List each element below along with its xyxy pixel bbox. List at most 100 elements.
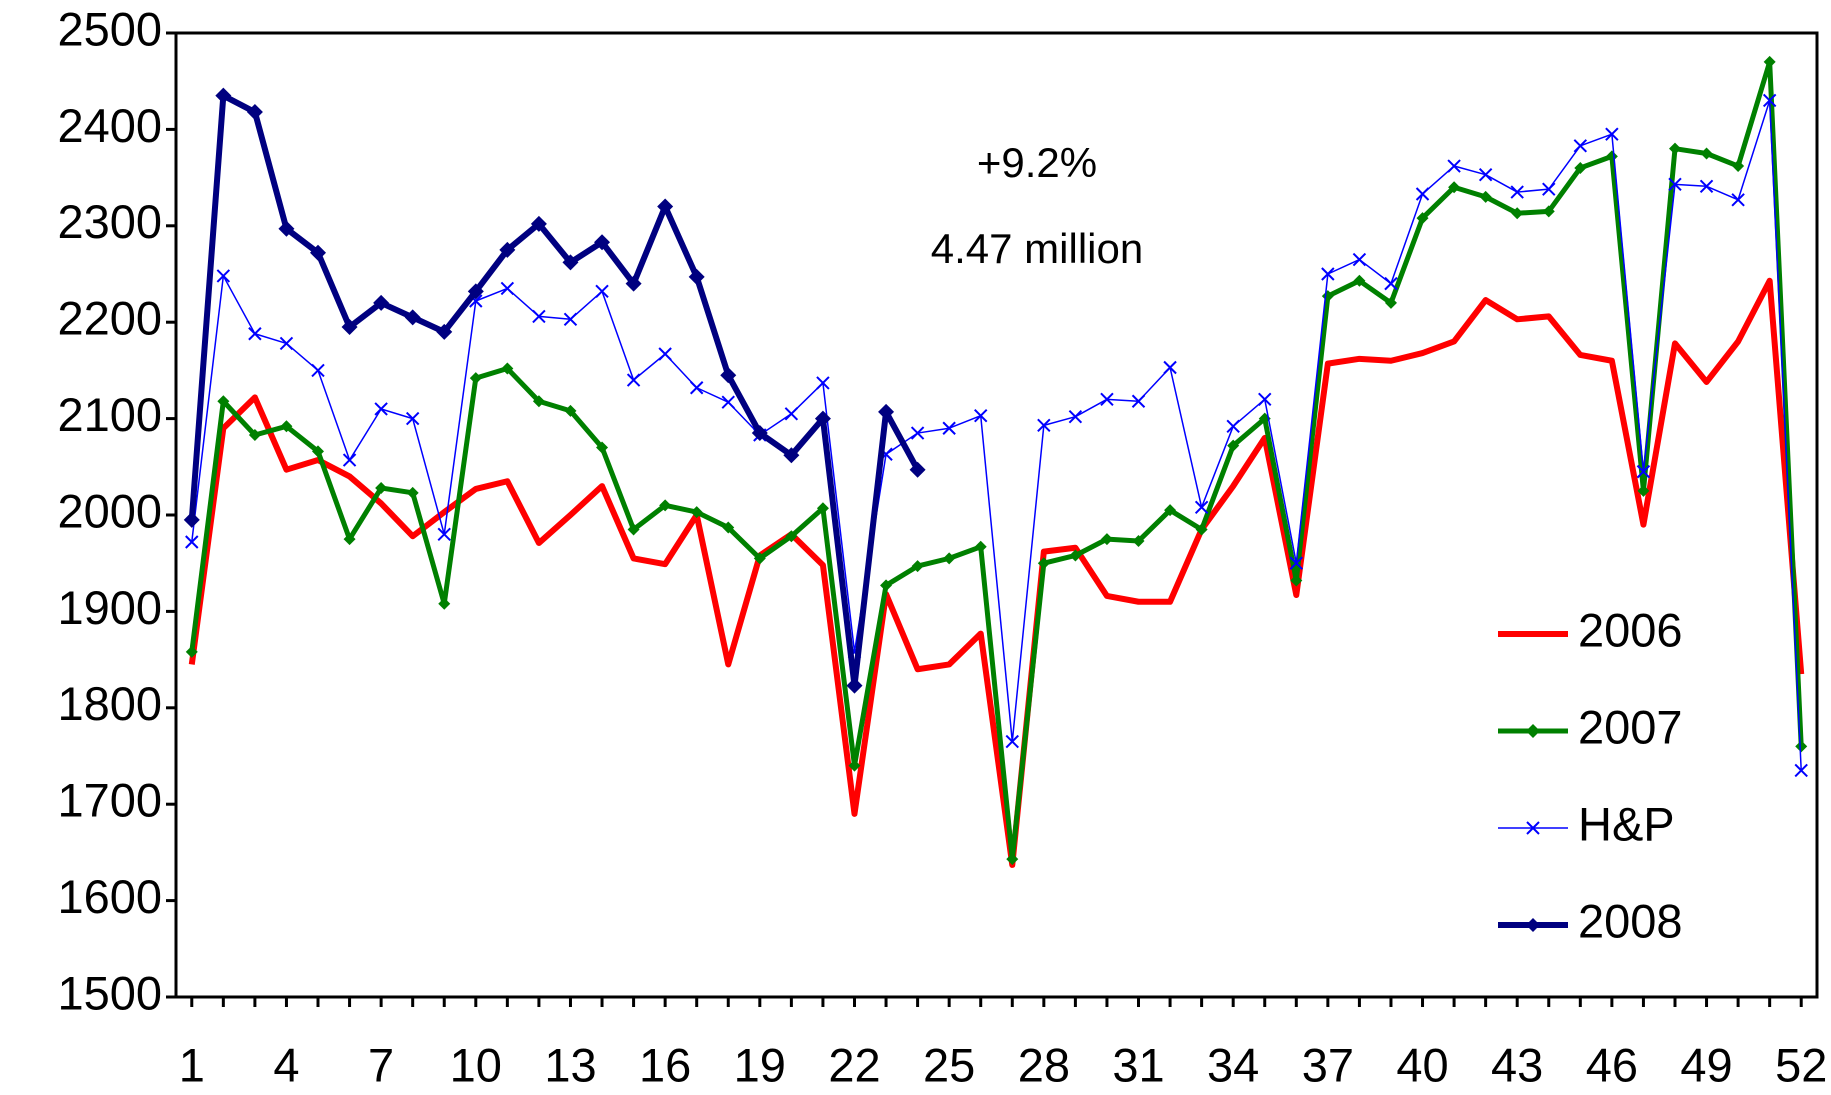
y-tick-label: 1900 <box>57 581 162 634</box>
marker <box>1605 127 1619 141</box>
y-tick-label: 2300 <box>57 195 162 248</box>
marker <box>1289 556 1304 570</box>
marker <box>532 309 546 324</box>
marker <box>1164 504 1177 517</box>
marker <box>974 409 988 423</box>
legend-marker <box>1526 821 1540 835</box>
marker <box>562 254 579 271</box>
marker <box>1132 535 1145 548</box>
legend-label: H&P <box>1578 797 1675 850</box>
marker <box>1510 185 1524 199</box>
marker <box>564 404 577 417</box>
marker <box>1258 392 1272 407</box>
marker <box>596 441 609 454</box>
marker <box>312 445 325 458</box>
x-tick-label: 40 <box>1396 1038 1448 1091</box>
legend-label: 2008 <box>1578 894 1683 947</box>
marker <box>720 367 737 384</box>
marker <box>689 381 704 395</box>
marker <box>1447 159 1461 173</box>
marker <box>278 220 295 237</box>
marker <box>688 268 705 285</box>
marker <box>909 461 926 478</box>
y-tick-label: 2400 <box>57 99 162 152</box>
x-tick-label: 10 <box>450 1038 502 1091</box>
x-tick-label: 25 <box>923 1038 975 1091</box>
marker <box>625 275 642 292</box>
x-tick-label: 4 <box>273 1038 299 1091</box>
marker <box>438 597 451 610</box>
marker <box>1573 139 1588 153</box>
legend-label: 2006 <box>1578 603 1683 656</box>
y-tick-label: 2500 <box>57 2 162 55</box>
marker <box>1762 93 1777 108</box>
marker <box>816 502 829 515</box>
marker <box>1668 177 1682 192</box>
marker <box>721 395 735 409</box>
marker <box>1763 55 1776 68</box>
marker <box>1037 418 1051 433</box>
marker <box>248 428 261 441</box>
marker <box>185 645 198 658</box>
marker <box>942 421 956 435</box>
marker <box>1195 523 1208 536</box>
series-line <box>191 99 1802 771</box>
y-tick-label: 2100 <box>57 388 162 441</box>
marker <box>279 336 294 351</box>
marker <box>342 453 357 467</box>
marker <box>1636 464 1651 479</box>
marker <box>185 535 199 549</box>
marker <box>1542 205 1555 218</box>
marker <box>1700 147 1713 160</box>
marker <box>1415 187 1430 201</box>
x-tick-label: 43 <box>1491 1038 1543 1091</box>
marker <box>816 376 830 390</box>
marker <box>1227 439 1240 452</box>
marker <box>216 269 231 283</box>
marker <box>1479 190 1492 203</box>
marker <box>1668 142 1681 155</box>
marker <box>1637 484 1650 497</box>
marker <box>658 347 672 361</box>
marker <box>722 521 735 534</box>
marker <box>530 215 547 232</box>
marker <box>814 410 831 427</box>
marker <box>1732 160 1745 173</box>
marker <box>406 486 419 499</box>
x-tick-label: 37 <box>1302 1038 1354 1091</box>
marker <box>499 241 516 258</box>
x-tick-label: 1 <box>179 1038 205 1091</box>
marker <box>595 284 609 299</box>
x-tick-label: 46 <box>1586 1038 1638 1091</box>
marker <box>532 395 545 408</box>
legend-label: 2007 <box>1578 700 1683 753</box>
marker <box>217 395 230 408</box>
marker <box>1384 276 1398 291</box>
marker <box>1131 394 1146 408</box>
annotation: 4.47 million <box>931 225 1143 272</box>
x-tick-label: 28 <box>1018 1038 1070 1091</box>
marker <box>1037 557 1050 570</box>
marker <box>469 372 482 385</box>
marker <box>310 244 327 261</box>
marker <box>657 198 674 215</box>
marker <box>910 426 925 440</box>
marker <box>880 579 893 592</box>
x-tick-label: 7 <box>368 1038 394 1091</box>
marker <box>375 482 388 495</box>
legend-marker <box>1526 724 1540 738</box>
marker <box>1511 207 1524 220</box>
marker <box>848 759 861 772</box>
marker <box>467 283 484 300</box>
marker <box>783 447 800 464</box>
marker <box>405 411 420 426</box>
marker <box>690 506 703 519</box>
marker <box>1448 181 1461 194</box>
marker <box>627 523 640 536</box>
marker <box>436 323 453 340</box>
legend-marker <box>1526 918 1540 932</box>
marker <box>974 540 987 553</box>
y-tick-label: 2000 <box>57 484 162 537</box>
marker <box>563 312 578 327</box>
